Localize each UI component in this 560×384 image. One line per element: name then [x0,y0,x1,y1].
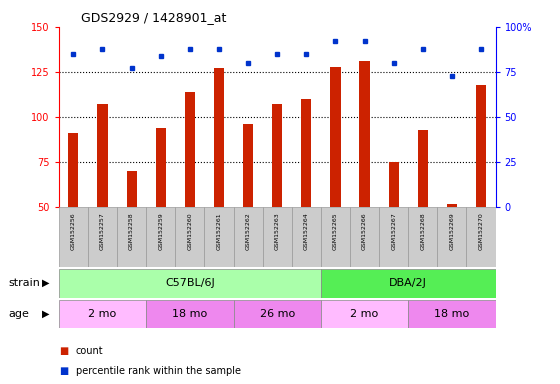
Bar [360,61,370,207]
Bar [418,130,428,207]
Text: GSM152261: GSM152261 [217,212,221,250]
Text: ▶: ▶ [42,309,49,319]
Text: GDS2929 / 1428901_at: GDS2929 / 1428901_at [81,11,226,24]
Bar [214,68,224,207]
Bar [97,104,108,207]
Bar [127,171,137,207]
Text: GSM152256: GSM152256 [71,212,76,250]
Text: GSM152257: GSM152257 [100,212,105,250]
Text: DBA/2J: DBA/2J [389,278,427,288]
Bar [447,204,457,207]
Bar [466,207,496,267]
Text: GSM152270: GSM152270 [479,212,483,250]
Text: GSM152266: GSM152266 [362,212,367,250]
Bar [408,207,437,267]
Bar [292,207,321,267]
Text: GSM152258: GSM152258 [129,212,134,250]
Bar [389,162,399,207]
Bar [117,207,146,267]
Text: 26 mo: 26 mo [260,309,295,319]
Bar [321,269,496,298]
Bar [59,207,88,267]
Bar [350,207,379,267]
Bar [263,207,292,267]
Bar [59,300,146,328]
Bar [243,124,253,207]
Text: count: count [76,346,103,356]
Bar [321,300,408,328]
Text: GSM152265: GSM152265 [333,212,338,250]
Text: GSM152269: GSM152269 [450,212,454,250]
Bar [437,207,466,267]
Bar [272,104,282,207]
Text: GSM152268: GSM152268 [421,212,425,250]
Bar [68,133,78,207]
Text: age: age [8,309,29,319]
Text: GSM152262: GSM152262 [246,212,250,250]
Bar [146,207,175,267]
Bar [330,66,340,207]
Bar [185,92,195,207]
Text: 18 mo: 18 mo [435,309,469,319]
Text: 2 mo: 2 mo [88,309,116,319]
Text: 18 mo: 18 mo [172,309,207,319]
Text: ■: ■ [59,366,68,376]
Text: GSM152259: GSM152259 [158,212,163,250]
Bar [175,207,204,267]
Text: GSM152264: GSM152264 [304,212,309,250]
Text: strain: strain [8,278,40,288]
Bar [234,300,321,328]
Bar [476,84,486,207]
Text: GSM152260: GSM152260 [188,212,192,250]
Bar [204,207,234,267]
Bar [408,300,496,328]
Bar [234,207,263,267]
Bar [301,99,311,207]
Text: GSM152263: GSM152263 [275,212,279,250]
Bar [379,207,408,267]
Bar [321,207,350,267]
Text: ▶: ▶ [42,278,49,288]
Bar [59,269,321,298]
Bar [156,128,166,207]
Text: 2 mo: 2 mo [351,309,379,319]
Text: GSM152267: GSM152267 [391,212,396,250]
Text: ■: ■ [59,346,68,356]
Bar [146,300,234,328]
Bar [88,207,117,267]
Text: percentile rank within the sample: percentile rank within the sample [76,366,241,376]
Text: C57BL/6J: C57BL/6J [165,278,214,288]
